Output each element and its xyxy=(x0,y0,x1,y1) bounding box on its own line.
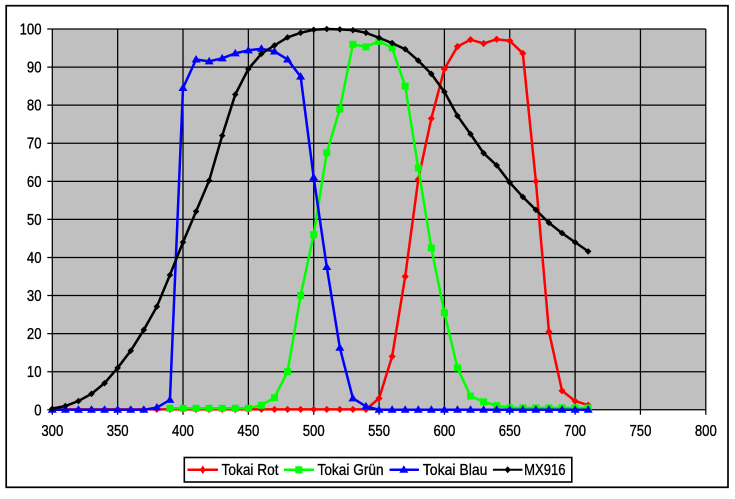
svg-text:80: 80 xyxy=(27,98,42,115)
svg-text:Tokai Blau: Tokai Blau xyxy=(423,462,488,479)
svg-text:MX916: MX916 xyxy=(524,462,566,479)
svg-text:0: 0 xyxy=(34,402,41,419)
svg-text:50: 50 xyxy=(27,212,42,229)
svg-text:20: 20 xyxy=(27,326,42,343)
svg-text:450: 450 xyxy=(237,423,259,440)
svg-text:300: 300 xyxy=(41,423,63,440)
svg-text:Tokai Rot: Tokai Rot xyxy=(222,462,280,479)
svg-text:60: 60 xyxy=(27,174,42,191)
svg-text:100: 100 xyxy=(20,22,42,39)
svg-text:40: 40 xyxy=(27,250,42,267)
svg-text:400: 400 xyxy=(172,423,194,440)
svg-text:10: 10 xyxy=(27,364,42,381)
svg-text:700: 700 xyxy=(564,423,586,440)
svg-text:30: 30 xyxy=(27,288,42,305)
svg-text:500: 500 xyxy=(303,423,325,440)
svg-text:750: 750 xyxy=(630,423,652,440)
svg-text:70: 70 xyxy=(27,136,42,153)
svg-text:650: 650 xyxy=(499,423,521,440)
svg-text:600: 600 xyxy=(433,423,455,440)
svg-text:550: 550 xyxy=(368,423,390,440)
svg-text:800: 800 xyxy=(695,423,717,440)
svg-text:350: 350 xyxy=(107,423,129,440)
svg-text:Tokai Grün: Tokai Grün xyxy=(318,462,384,479)
svg-text:90: 90 xyxy=(27,60,42,77)
